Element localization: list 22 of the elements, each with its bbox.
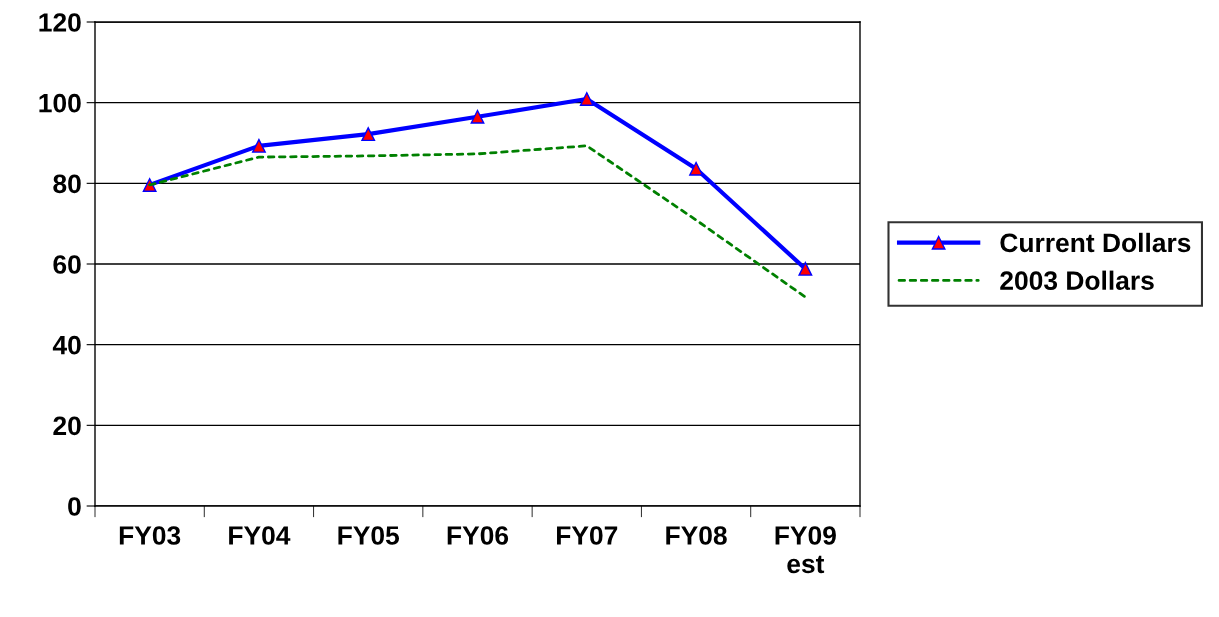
y-tick-label: 20 xyxy=(53,416,81,436)
x-tick-label: FY08 xyxy=(666,526,727,545)
legend-label: 2003 Dollars xyxy=(1000,270,1154,291)
x-tick-label: FY09 est xyxy=(775,526,836,574)
y-tick-label: 0 xyxy=(68,497,81,516)
x-tick-label: FY03 xyxy=(119,526,181,545)
y-tick-label: 80 xyxy=(53,174,81,194)
legend-label: Current Dollars xyxy=(1000,232,1191,253)
point xyxy=(798,261,813,276)
point xyxy=(251,138,266,153)
point xyxy=(361,127,376,142)
y-tick-label: 60 xyxy=(53,255,81,274)
y-tick-label: 120 xyxy=(39,13,81,32)
y-tick-label: 40 xyxy=(52,335,81,355)
x-tick-label: FY06 xyxy=(447,526,509,545)
point xyxy=(470,109,485,124)
point xyxy=(689,161,704,176)
x-tick-label: FY07 xyxy=(557,526,618,545)
x-tick-label: FY05 xyxy=(338,526,400,545)
y-tick-label: 100 xyxy=(39,93,81,113)
x-tick-label: FY04 xyxy=(229,526,291,545)
point xyxy=(579,92,594,106)
